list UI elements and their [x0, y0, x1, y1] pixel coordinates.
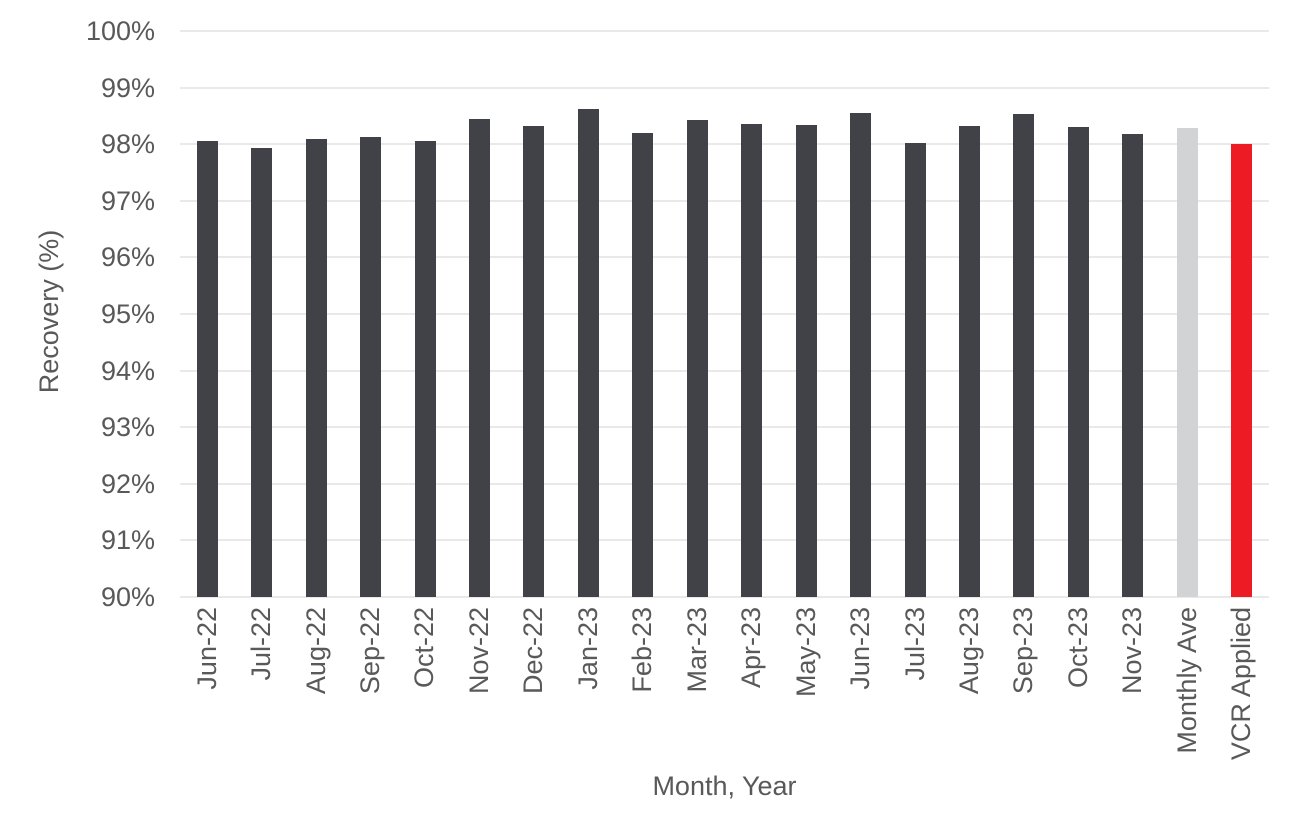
x-tick-slot-aug-23: Aug-23 [942, 607, 996, 694]
bar-nov-23 [1122, 134, 1144, 597]
bar-monthly-ave [1176, 128, 1198, 597]
x-axis-title: Month, Year [652, 771, 797, 801]
x-tick-label-may-23: May-23 [790, 607, 821, 698]
x-tick-slot-jan-23: Jan-23 [561, 607, 615, 690]
x-tick-slot-sep-23: Sep-23 [997, 607, 1051, 694]
bar-sep-22 [360, 136, 382, 597]
x-tick-label-jul-22: Jul-22 [246, 607, 277, 681]
gridline-92 [180, 482, 1269, 485]
x-tick-slot-apr-23: Apr-23 [725, 607, 779, 688]
x-tick-label-vcr-applied: VCR Applied [1226, 607, 1257, 761]
bar-jul-23 [904, 142, 926, 597]
y-tick-label-95: 95% [100, 299, 155, 329]
x-tick-slot-vcr-applied: VCR Applied [1215, 607, 1269, 760]
x-tick-label-dec-22: Dec-22 [518, 607, 549, 695]
x-tick-label-nov-22: Nov-22 [463, 607, 494, 695]
x-tick-slot-jul-23: Jul-23 [888, 607, 942, 681]
gridline-90 [180, 596, 1269, 598]
y-tick-label-100: 100% [85, 16, 155, 46]
bar-mar-23 [686, 119, 708, 597]
y-tick-label-99: 99% [100, 72, 155, 103]
x-tick-slot-dec-22: Dec-22 [507, 607, 561, 694]
x-tick-slot-monthly-ave: Monthly Ave [1160, 607, 1214, 754]
y-tick-label-98: 98% [100, 129, 155, 160]
gridline-91 [180, 539, 1269, 542]
y-tick-label-93: 93% [100, 412, 155, 443]
plot-area [180, 30, 1269, 598]
bar-jul-22 [251, 147, 273, 597]
y-tick-label-90: 90% [100, 582, 155, 612]
gridline-93 [180, 426, 1269, 429]
bar-jan-23 [577, 109, 599, 597]
x-tick-slot-nov-23: Nov-23 [1106, 607, 1160, 694]
x-tick-slot-oct-23: Oct-23 [1051, 607, 1105, 688]
x-tick-slot-may-23: May-23 [779, 607, 833, 697]
x-tick-label-nov-23: Nov-23 [1117, 607, 1148, 695]
x-tick-slot-nov-22: Nov-22 [452, 607, 506, 694]
gridline-96 [180, 256, 1269, 259]
bar-nov-22 [468, 119, 490, 597]
bar-aug-23 [959, 126, 981, 597]
bar-feb-23 [632, 132, 654, 597]
bar-jun-22 [196, 140, 218, 597]
x-tick-slot-jun-22: Jun-22 [180, 607, 234, 690]
gridline-95 [180, 313, 1269, 315]
x-tick-slot-mar-23: Mar-23 [670, 607, 724, 693]
x-tick-label-jun-23: Jun-23 [845, 607, 876, 690]
gridline-98 [180, 143, 1269, 146]
bar-aug-22 [305, 138, 327, 597]
bar-oct-23 [1067, 126, 1089, 597]
x-tick-label-oct-22: Oct-22 [409, 607, 440, 689]
x-tick-slot-jun-23: Jun-23 [833, 607, 887, 690]
x-tick-label-aug-23: Aug-23 [953, 607, 984, 695]
x-tick-label-jan-23: Jan-23 [572, 607, 603, 690]
bar-jun-23 [850, 112, 872, 597]
bar-apr-23 [741, 124, 763, 597]
x-tick-label-feb-23: Feb-23 [627, 607, 658, 693]
y-tick-label-92: 92% [100, 468, 155, 499]
gridline-97 [180, 199, 1269, 202]
bar-oct-22 [414, 140, 436, 597]
x-tick-label-jul-23: Jul-23 [899, 607, 930, 681]
x-tick-slot-oct-22: Oct-22 [398, 607, 452, 688]
y-tick-label-94: 94% [100, 355, 155, 386]
y-tick-label-97: 97% [100, 185, 155, 216]
y-tick-label-91: 91% [100, 525, 155, 556]
x-tick-label-monthly-ave: Monthly Ave [1171, 607, 1202, 754]
x-tick-label-sep-23: Sep-23 [1008, 607, 1039, 695]
bar-sep-23 [1013, 114, 1035, 597]
x-tick-slot-aug-22: Aug-22 [289, 607, 343, 694]
x-tick-slot-sep-22: Sep-22 [343, 607, 397, 694]
bar-vcr-applied [1231, 143, 1253, 597]
x-tick-label-jun-22: Jun-22 [191, 607, 222, 690]
x-tick-label-aug-22: Aug-22 [300, 607, 331, 695]
x-tick-label-sep-22: Sep-22 [355, 607, 386, 695]
x-tick-slot-feb-23: Feb-23 [616, 607, 670, 693]
x-tick-label-apr-23: Apr-23 [736, 607, 767, 689]
gridline-94 [180, 369, 1269, 372]
bar-dec-22 [523, 126, 545, 597]
bar-may-23 [795, 124, 817, 597]
x-tick-label-mar-23: Mar-23 [681, 607, 712, 693]
y-tick-label-96: 96% [100, 242, 155, 273]
gridline-100 [180, 30, 1269, 32]
x-tick-label-oct-23: Oct-23 [1062, 607, 1093, 689]
x-tick-slot-jul-22: Jul-22 [234, 607, 288, 681]
gridline-99 [180, 86, 1269, 89]
